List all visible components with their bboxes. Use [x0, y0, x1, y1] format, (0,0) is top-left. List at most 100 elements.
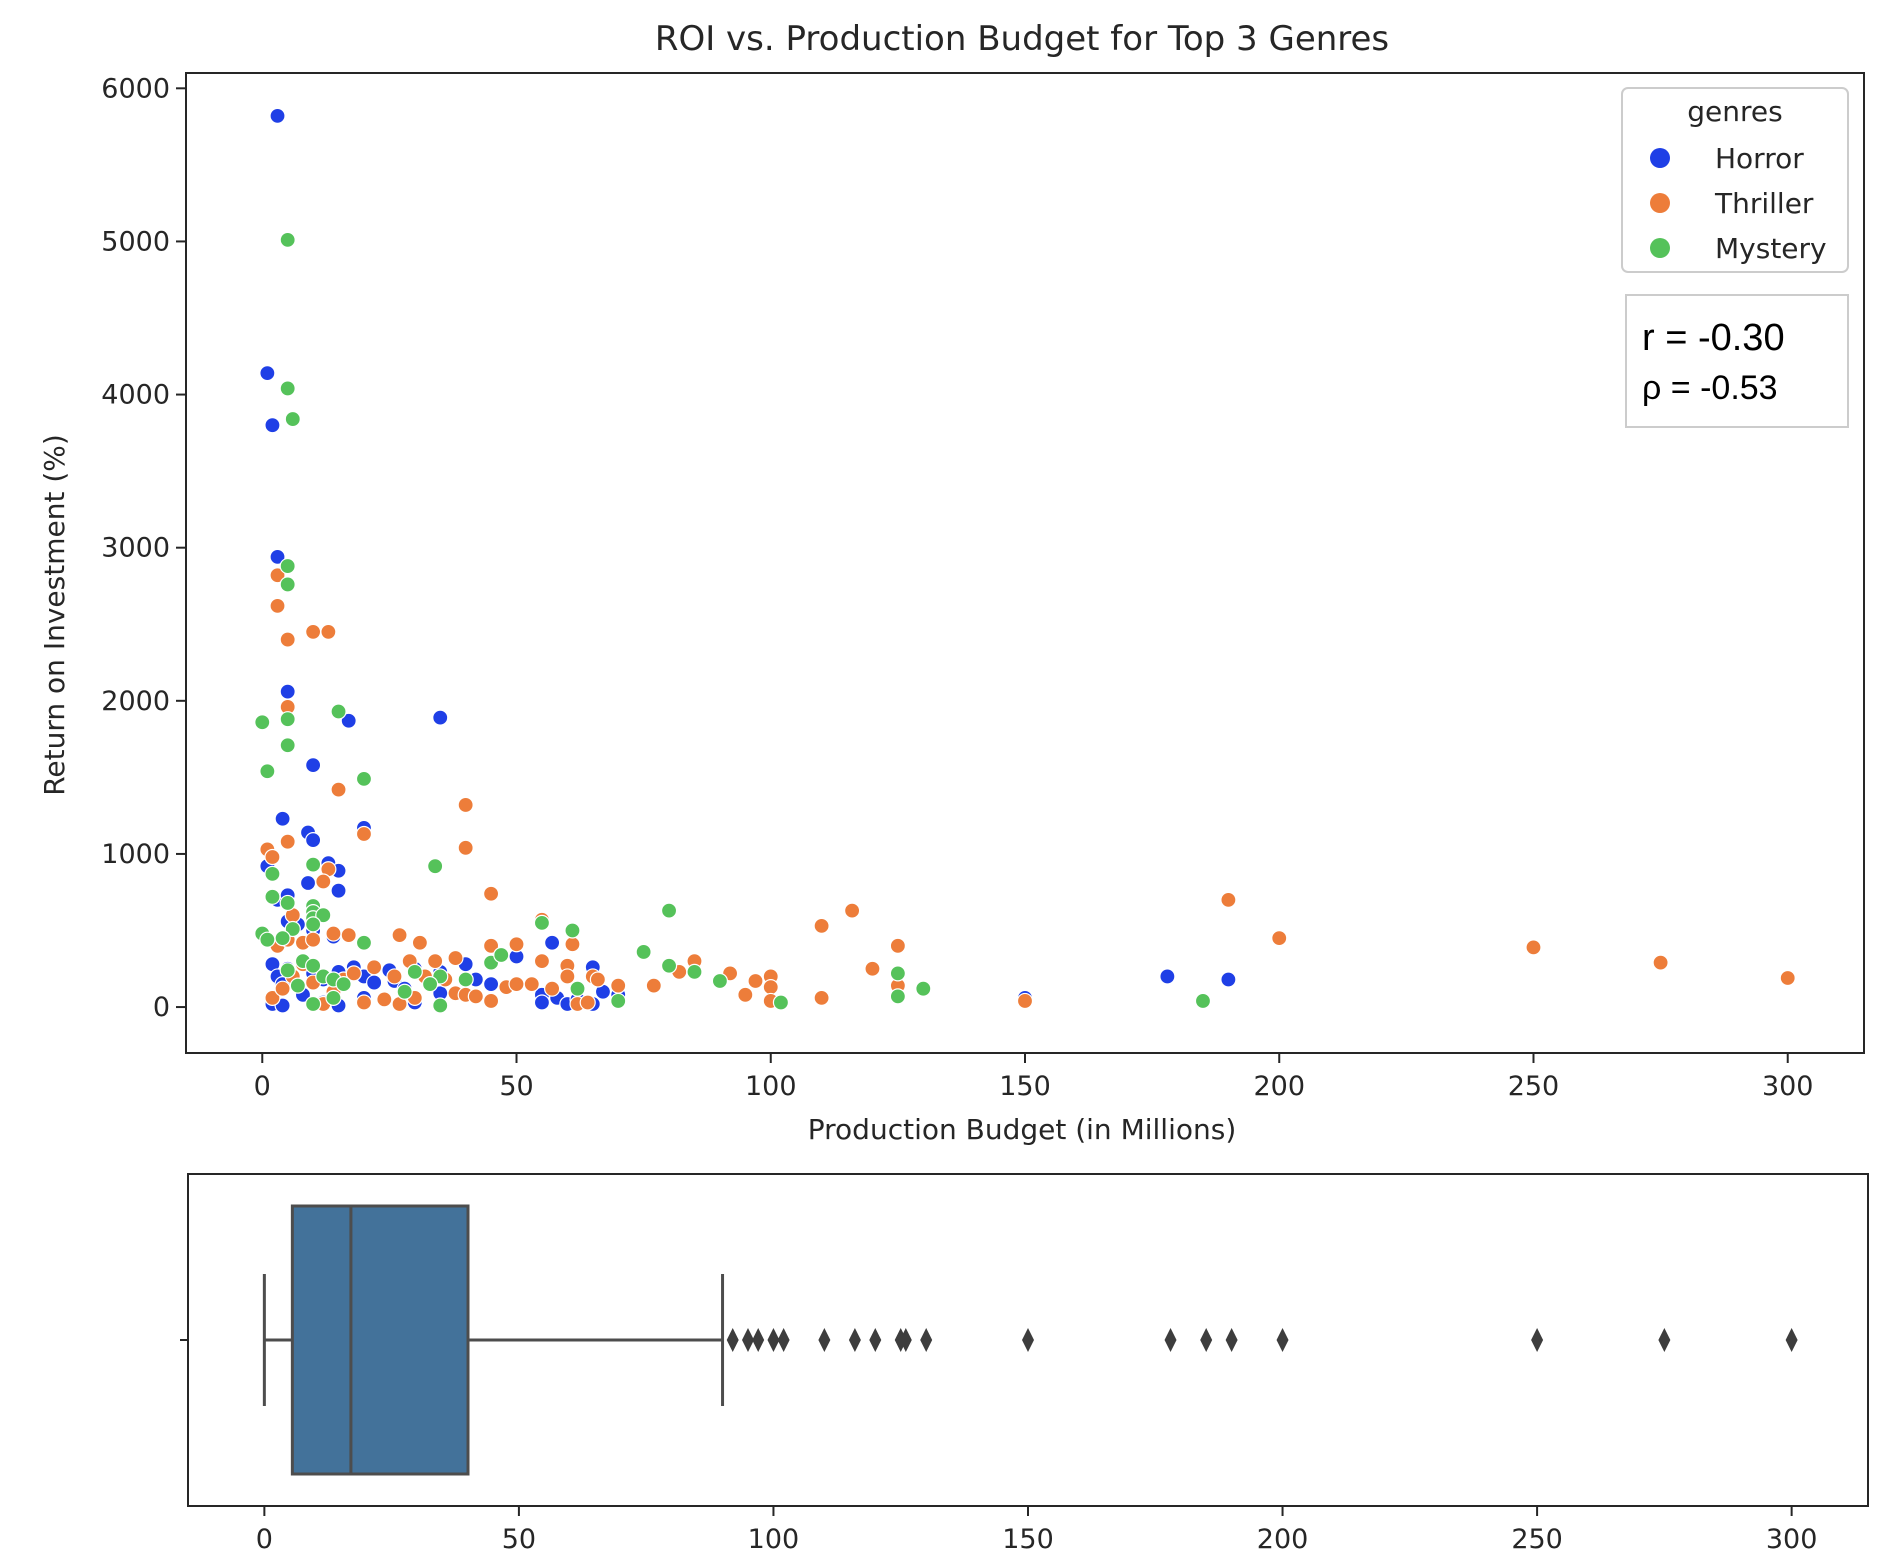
y-axis-label: Return on Investment (%)	[38, 434, 71, 796]
data-point-mystery	[355, 934, 373, 951]
x-tick-label: 250	[1508, 1071, 1560, 1102]
data-point-thriller	[589, 971, 606, 988]
data-point-thriller	[340, 926, 357, 944]
y-tick-label: 1000	[101, 839, 170, 870]
legend-entries: Horror Thriller Mystery	[1650, 142, 1827, 265]
data-point-thriller	[747, 972, 764, 990]
data-point-mystery	[915, 980, 932, 997]
data-point-mystery	[305, 916, 322, 933]
data-point-horror	[305, 832, 322, 849]
data-point-thriller	[355, 825, 373, 843]
data-point-thriller	[559, 968, 576, 985]
spearman-rho-text: ρ = -0.53	[1642, 369, 1778, 407]
box-x-tick-label: 50	[502, 1524, 536, 1555]
data-point-horror	[432, 709, 449, 726]
data-point-thriller	[264, 989, 281, 1006]
data-point-thriller	[813, 917, 830, 935]
y-tick-label: 6000	[101, 73, 170, 104]
data-point-thriller	[579, 994, 596, 1011]
data-point-mystery	[284, 920, 301, 938]
x-tick-label: 50	[499, 1071, 533, 1102]
data-point-mystery	[289, 977, 306, 994]
data-point-thriller	[345, 965, 362, 982]
data-point-mystery	[533, 914, 551, 931]
data-point-mystery	[259, 763, 276, 780]
data-point-thriller	[1016, 992, 1034, 1010]
data-point-thriller	[813, 989, 830, 1006]
outlier-marker	[1531, 1328, 1544, 1352]
data-point-mystery	[264, 888, 281, 905]
series-horror	[259, 107, 1237, 1014]
data-point-thriller	[325, 925, 342, 942]
data-point-thriller	[427, 953, 444, 970]
data-point-thriller	[279, 833, 296, 850]
legend-label-horror: Horror	[1715, 142, 1804, 175]
data-point-thriller	[330, 781, 347, 798]
data-point-mystery	[406, 963, 423, 980]
data-point-mystery	[279, 737, 296, 754]
x-tick-label: 100	[745, 1071, 797, 1102]
data-point-thriller	[355, 994, 373, 1011]
correlation-frame	[1625, 294, 1849, 428]
data-point-mystery	[711, 972, 729, 990]
data-point-thriller	[610, 977, 627, 994]
outlier-marker	[742, 1328, 754, 1352]
y-tick-label: 4000	[101, 380, 170, 411]
box-x-tick-label: 100	[748, 1524, 800, 1555]
box-x-tick-label: 300	[1766, 1524, 1818, 1555]
box-x-tick-label: 150	[1002, 1524, 1054, 1555]
data-point-mystery	[305, 957, 322, 974]
data-point-mystery	[254, 714, 271, 731]
data-point-mystery	[274, 930, 291, 947]
y-tick-label: 2000	[101, 686, 170, 717]
outlier-marker	[1785, 1328, 1798, 1352]
data-point-horror	[1220, 971, 1237, 988]
box-plot	[180, 1204, 1798, 1476]
data-point-mystery	[569, 980, 586, 997]
data-point-thriller	[864, 960, 881, 977]
data-point-mystery	[284, 410, 301, 428]
chart-title: ROI vs. Production Budget for Top 3 Genr…	[655, 19, 1389, 59]
data-point-thriller	[279, 631, 296, 648]
box-x-ticks: 0 50 100 150 200 250 300	[256, 1506, 1818, 1555]
data-point-thriller	[391, 926, 408, 944]
data-point-thriller	[386, 968, 403, 985]
data-point-thriller	[264, 848, 281, 866]
data-point-horror	[533, 994, 551, 1011]
data-point-mystery	[279, 231, 296, 249]
data-point-mystery	[635, 943, 652, 961]
series-mystery	[254, 231, 1212, 1014]
data-point-horror	[1159, 968, 1176, 985]
data-point-mystery	[396, 983, 413, 1000]
outlier-marker	[818, 1328, 831, 1352]
data-point-mystery	[279, 962, 296, 979]
correlation-box: r = -0.30 ρ = -0.53	[1625, 294, 1849, 428]
data-point-mystery	[279, 711, 296, 728]
scatter-points	[254, 107, 1796, 1014]
data-point-mystery	[660, 902, 678, 919]
legend-frame	[1621, 87, 1849, 273]
data-point-mystery	[325, 989, 342, 1006]
data-point-thriller	[467, 988, 484, 1005]
x-axis-label: Production Budget (in Millions)	[808, 1113, 1237, 1146]
legend-marker-horror	[1650, 148, 1670, 168]
data-point-thriller	[1271, 930, 1288, 947]
data-point-mystery	[279, 380, 296, 397]
data-point-mystery	[1194, 992, 1212, 1010]
box-x-tick-label: 250	[1511, 1524, 1563, 1555]
data-point-horror	[366, 974, 383, 991]
outlier-marker	[1658, 1328, 1671, 1352]
data-point-thriller	[376, 991, 393, 1008]
legend-label-thriller: Thriller	[1714, 187, 1814, 220]
data-point-mystery	[686, 963, 703, 980]
box-x-tick-label: 200	[1257, 1524, 1309, 1555]
y-tick-label: 0	[153, 992, 170, 1023]
data-point-horror	[330, 882, 347, 899]
data-point-mystery	[427, 858, 444, 875]
data-point-thriller	[482, 992, 500, 1010]
data-point-thriller	[1220, 891, 1237, 908]
data-point-mystery	[335, 975, 352, 993]
data-point-mystery	[660, 957, 678, 974]
data-point-thriller	[533, 953, 551, 970]
data-point-horror	[340, 712, 357, 729]
